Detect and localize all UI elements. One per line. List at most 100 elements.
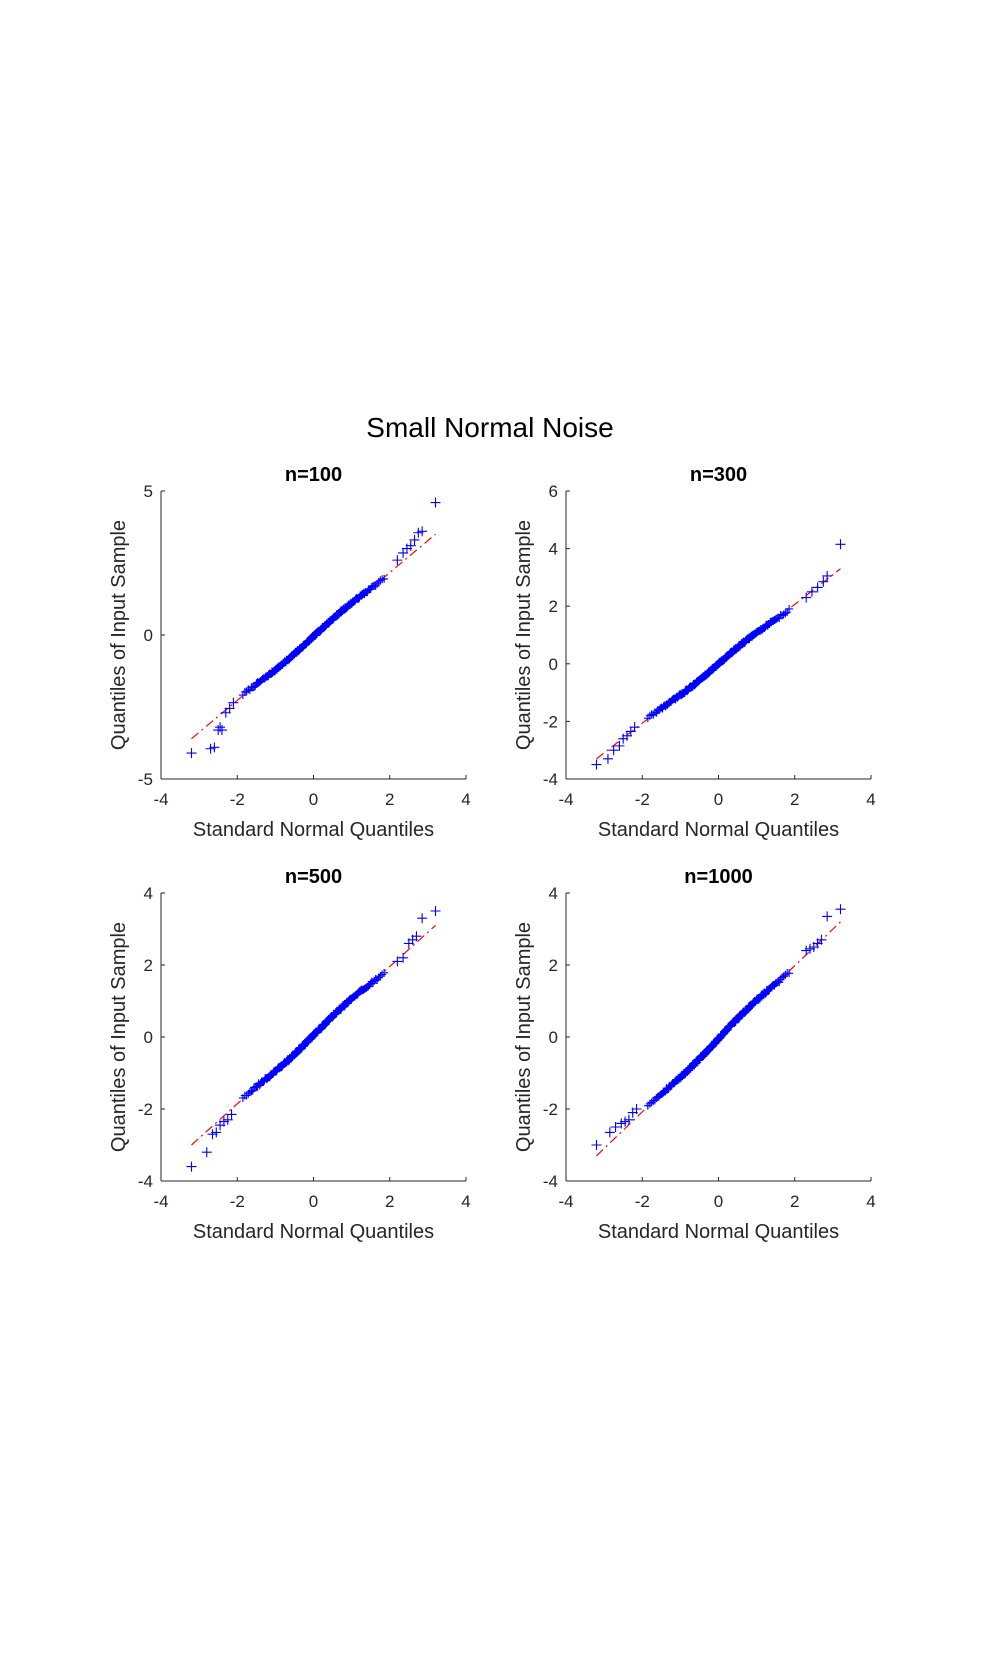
y-tick-label: 0 (144, 626, 153, 645)
x-tick-label: 4 (461, 790, 470, 809)
y-axis-label: Quantiles of Input Sample (513, 520, 535, 750)
x-tick-label: 0 (714, 790, 723, 809)
y-tick-label: 4 (549, 884, 558, 903)
qq-panel-3: -4 -2 0 2 4 -4 -2 0 2 4 n=500 Standard Normal Quant… (108, 866, 471, 1243)
point-marker (835, 904, 846, 915)
x-tick-label: 0 (309, 790, 318, 809)
x-tick-label: -4 (558, 1192, 573, 1211)
x-tick-label: 2 (385, 790, 394, 809)
point-marker (785, 604, 794, 613)
panel-title: n=100 (285, 464, 342, 486)
y-tick-label: 2 (549, 597, 558, 616)
point-marker (398, 952, 409, 963)
point-marker (378, 970, 387, 979)
point-marker (812, 582, 823, 593)
y-tick-label: -2 (543, 1100, 558, 1119)
y-tick-label: 0 (549, 655, 558, 674)
reference-line (191, 924, 436, 1146)
qq-panel-2: -4 -2 0 2 4 -4 -2 0 2 4 6 n=300 Standard Normal Quan… (513, 464, 876, 841)
point-marker (186, 1161, 197, 1172)
point-marker (242, 1091, 251, 1100)
y-tick-label: 2 (144, 956, 153, 975)
point-marker (392, 555, 403, 566)
point-marker (405, 540, 416, 551)
point-marker (430, 906, 441, 916)
data-points (186, 906, 441, 1172)
point-marker (614, 740, 625, 751)
point-marker (643, 1101, 652, 1110)
y-tick-label: 0 (549, 1028, 558, 1047)
x-tick-label: 4 (866, 1192, 875, 1211)
qq-panel-1: -4 -2 0 2 4 -5 0 5 n=100 Standard Normal Quantile… (108, 464, 471, 841)
y-tick-label: 6 (549, 482, 558, 501)
point-marker (801, 592, 812, 603)
x-tick-label: 2 (385, 1192, 394, 1211)
point-marker (591, 1140, 602, 1150)
point-marker (380, 574, 389, 583)
x-tick-label: -2 (230, 790, 245, 809)
point-marker (209, 742, 220, 753)
y-tick-label: -4 (543, 770, 558, 789)
point-marker (409, 534, 420, 545)
point-marker (781, 970, 790, 979)
x-tick-label: -2 (230, 1192, 245, 1211)
x-tick-label: 4 (866, 790, 875, 809)
point-marker (629, 722, 640, 733)
y-tick-label: 4 (144, 884, 153, 903)
point-marker (647, 710, 656, 719)
x-tick-label: 2 (790, 1192, 799, 1211)
point-marker (201, 1147, 212, 1158)
x-tick-label: 2 (790, 790, 799, 809)
point-marker (822, 911, 833, 922)
point-marker (602, 753, 613, 764)
point-marker (631, 1104, 642, 1114)
data-points (591, 904, 846, 1150)
point-marker (785, 969, 794, 978)
point-marker (222, 1114, 233, 1125)
x-tick-label: -4 (153, 1192, 168, 1211)
point-marker (417, 913, 428, 924)
x-tick-label: -2 (635, 1192, 650, 1211)
y-tick-label: -4 (138, 1172, 153, 1191)
point-marker (224, 703, 235, 714)
point-marker (392, 956, 403, 967)
point-marker (217, 725, 227, 736)
y-axis-label: Quantiles of Input Sample (513, 922, 535, 1152)
figure-title: Small Normal Noise (366, 412, 613, 443)
point-marker (376, 972, 385, 981)
point-marker (371, 581, 380, 590)
x-axis-label: Standard Normal Quantiles (598, 1221, 839, 1243)
point-marker (645, 711, 654, 720)
point-marker (380, 968, 389, 977)
panel-title: n=1000 (684, 866, 752, 888)
point-marker (806, 586, 817, 597)
point-marker (623, 1114, 634, 1125)
point-marker (417, 526, 428, 537)
x-tick-label: -2 (635, 790, 650, 809)
point-marker (363, 982, 372, 991)
y-tick-label: 0 (144, 1028, 153, 1047)
x-axis-label: Standard Normal Quantiles (193, 1221, 434, 1243)
point-marker (211, 1127, 222, 1138)
panel-title: n=300 (690, 464, 747, 486)
y-tick-label: -2 (543, 712, 558, 731)
y-axis-label: Quantiles of Input Sample (108, 520, 130, 750)
point-marker (242, 687, 251, 696)
x-tick-label: -4 (153, 790, 168, 809)
panels-container: -4 -2 0 2 4 -5 0 5 n=100 Standard Normal Quantile… (108, 464, 876, 1243)
data-points (591, 539, 846, 770)
point-marker (818, 576, 829, 587)
point-marker (591, 759, 602, 770)
point-marker (822, 570, 833, 581)
y-axis-label: Quantiles of Input Sample (108, 922, 130, 1152)
y-tick-label: -5 (138, 770, 153, 789)
point-marker (430, 497, 441, 508)
x-tick-label: 0 (309, 1192, 318, 1211)
data-points (186, 497, 441, 759)
y-tick-label: -4 (543, 1172, 558, 1191)
point-marker (610, 1122, 621, 1132)
point-marker (376, 576, 385, 585)
panel-title: n=500 (285, 866, 342, 888)
point-marker (411, 931, 422, 942)
